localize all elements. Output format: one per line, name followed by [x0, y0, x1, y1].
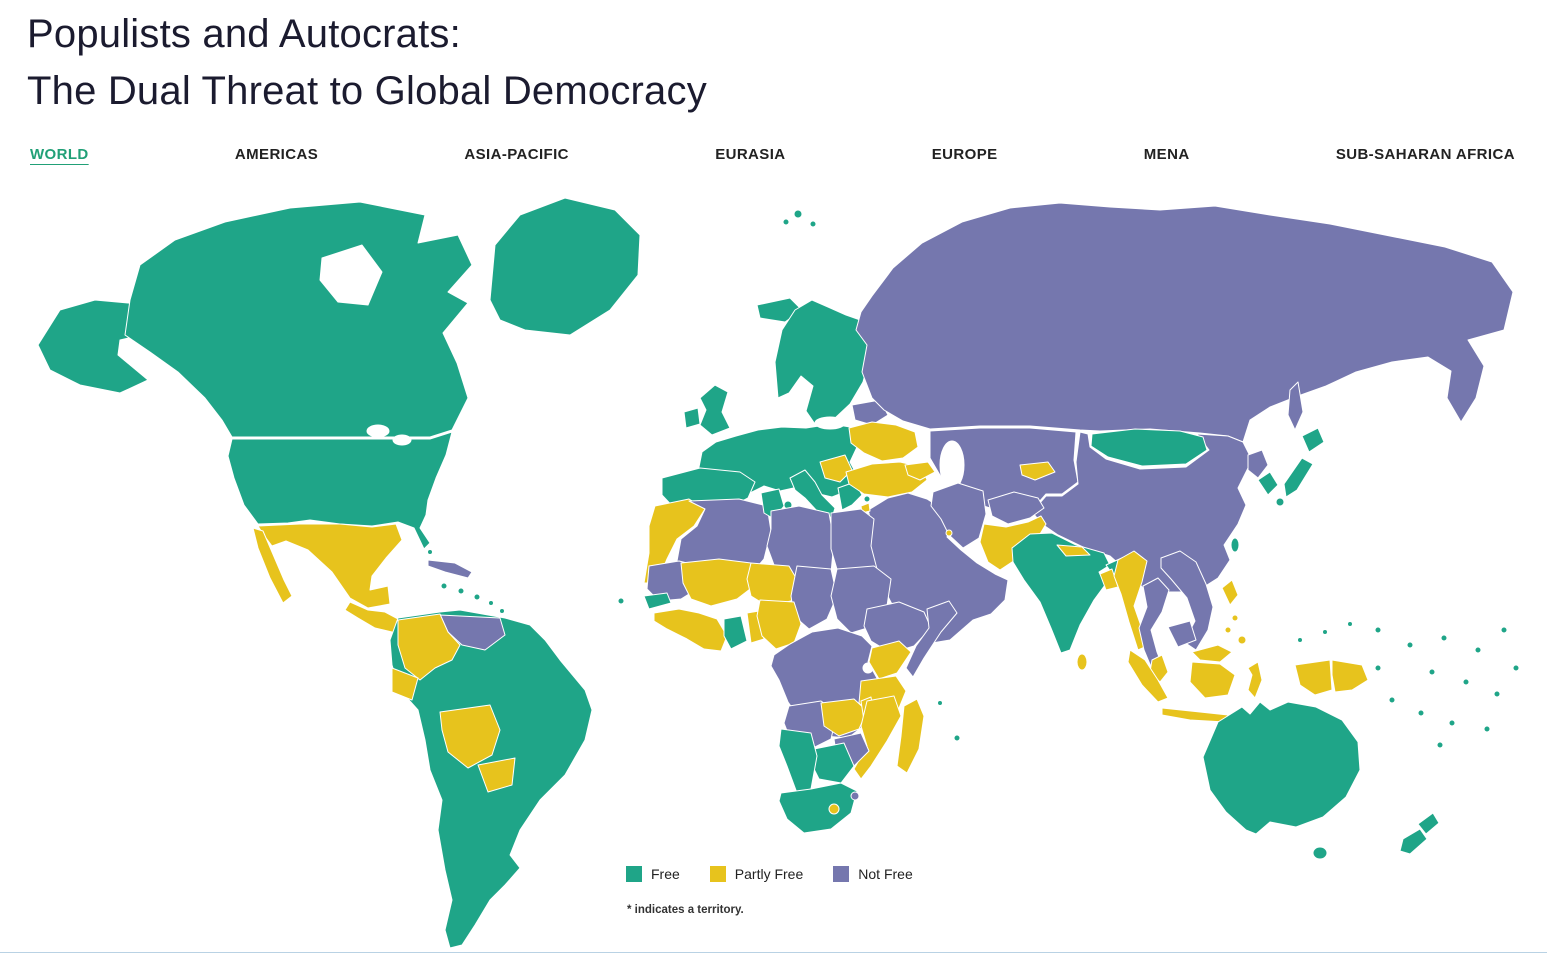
map-region-india[interactable] — [1011, 532, 1111, 654]
legend-swatch-free — [626, 866, 642, 882]
legend-item-partly-free: Partly Free — [709, 866, 804, 882]
page-title-line2: The Dual Threat to Global Democracy — [27, 69, 707, 113]
map-region-kenya[interactable] — [868, 640, 912, 680]
map-region-namibia[interactable] — [778, 728, 818, 794]
tab-europe[interactable]: EUROPE — [931, 146, 998, 163]
map-region-laos-vietnam[interactable] — [1160, 550, 1214, 651]
map-region-ghana[interactable] — [723, 615, 748, 650]
map-region-cuba[interactable] — [427, 559, 473, 579]
map-region-mongolia[interactable] — [1090, 428, 1208, 467]
map-region-cambodia[interactable] — [1167, 620, 1197, 648]
page-title-line1: Populists and Autocrats: — [27, 12, 461, 56]
map-region-svalbard[interactable] — [782, 209, 817, 228]
map-region-lesotho[interactable] — [828, 803, 840, 815]
map-region-afghanistan[interactable] — [987, 491, 1045, 525]
tab-eurasia[interactable]: EURASIA — [715, 146, 786, 163]
map-region-philippines[interactable] — [1221, 579, 1247, 645]
map-region-nepal[interactable] — [1056, 544, 1091, 557]
map-region-iran[interactable] — [930, 482, 987, 549]
legend-label-free: Free — [651, 866, 680, 882]
baltic-sea-water — [814, 416, 846, 430]
map-region-ireland[interactable] — [683, 407, 701, 429]
map-region-pacific-islands[interactable] — [1297, 621, 1520, 749]
map-region-new-zealand[interactable] — [1399, 812, 1440, 855]
map-region-australia[interactable] — [1202, 701, 1361, 835]
legend-label-partly-free: Partly Free — [734, 866, 804, 882]
map-region-senegal[interactable] — [643, 592, 672, 610]
legend-item-not-free: Not Free — [833, 866, 913, 882]
map-region-zambia[interactable] — [820, 698, 868, 737]
great-lakes-water — [366, 424, 390, 438]
map-region-cyprus[interactable] — [863, 495, 871, 503]
tab-world[interactable]: WORLD — [30, 146, 89, 163]
map-region-mali[interactable] — [680, 558, 755, 607]
map-region-madagascar[interactable] — [896, 698, 925, 774]
map-region-colombia[interactable] — [397, 613, 461, 681]
tab-mena[interactable]: MENA — [1143, 146, 1190, 163]
map-legend: Free Partly Free Not Free — [626, 866, 913, 882]
map-region-bolivia[interactable] — [439, 704, 501, 769]
map-region-somalia[interactable] — [905, 600, 958, 678]
map-region-united-states[interactable] — [227, 431, 453, 550]
map-region-mexico-baja[interactable] — [252, 527, 293, 604]
legend-label-not-free: Not Free — [858, 866, 913, 882]
bottom-divider — [0, 952, 1547, 953]
tab-sub-saharan-africa[interactable]: SUB-SAHARAN AFRICA — [1335, 146, 1515, 163]
map-region-north-korea[interactable] — [1247, 449, 1269, 479]
hudson-bay-water — [319, 244, 383, 306]
legend-swatch-partly-free — [709, 866, 726, 882]
map-region-taiwan[interactable] — [1230, 537, 1240, 553]
map-region-south-korea[interactable] — [1257, 471, 1279, 496]
map-region-ecuador[interactable] — [391, 667, 419, 701]
map-region-cape-verde[interactable] — [617, 597, 625, 605]
map-region-nigeria[interactable] — [756, 599, 802, 650]
map-region-paraguay[interactable] — [477, 757, 516, 793]
map-region-japan[interactable] — [1275, 427, 1325, 507]
tab-asia-pacific[interactable]: ASIA-PACIFIC — [464, 146, 569, 163]
map-region-balkans[interactable] — [819, 454, 853, 483]
legend-item-free: Free — [626, 866, 680, 882]
map-region-australia-tasmania[interactable] — [1312, 846, 1328, 860]
map-region-swaziland[interactable] — [850, 791, 860, 801]
map-region-united-kingdom[interactable] — [699, 384, 731, 436]
map-region-mozambique[interactable] — [853, 695, 902, 780]
map-region-russia-sakhalin[interactable] — [1287, 381, 1304, 431]
tab-americas[interactable]: AMERICAS — [234, 146, 319, 163]
map-region-russia[interactable] — [855, 202, 1514, 443]
page-title: Populists and Autocrats: The Dual Threat… — [27, 6, 707, 120]
map-region-guinea-coast[interactable] — [653, 608, 728, 652]
caspian-sea-water — [939, 440, 965, 490]
great-lakes-water — [392, 434, 412, 446]
map-region-canada[interactable] — [124, 201, 473, 438]
map-region-caribbean-islands[interactable] — [427, 549, 505, 614]
map-region-greenland[interactable] — [489, 197, 641, 336]
territory-footnote: * indicates a territory. — [627, 904, 744, 916]
map-region-papua-new-guinea[interactable] — [1331, 659, 1369, 693]
map-region-mexico[interactable] — [257, 523, 403, 609]
region-tabs: WORLD AMERICAS ASIA-PACIFIC EURASIA EURO… — [30, 146, 1515, 163]
map-region-south-africa[interactable] — [778, 782, 858, 834]
map-region-ethiopia[interactable] — [863, 601, 932, 654]
map-region-kuwait[interactable] — [945, 529, 953, 537]
legend-swatch-not-free — [833, 866, 850, 882]
map-region-ukraine[interactable] — [848, 421, 919, 462]
map-region-caucasus[interactable] — [904, 461, 936, 481]
map-region-kyrgyzstan[interactable] — [1019, 461, 1056, 481]
map-region-indian-ocean-islands[interactable] — [937, 700, 961, 742]
map-region-indonesia[interactable] — [1127, 649, 1333, 723]
map-region-sri-lanka[interactable] — [1076, 653, 1088, 671]
map-region-chad[interactable] — [790, 565, 838, 630]
